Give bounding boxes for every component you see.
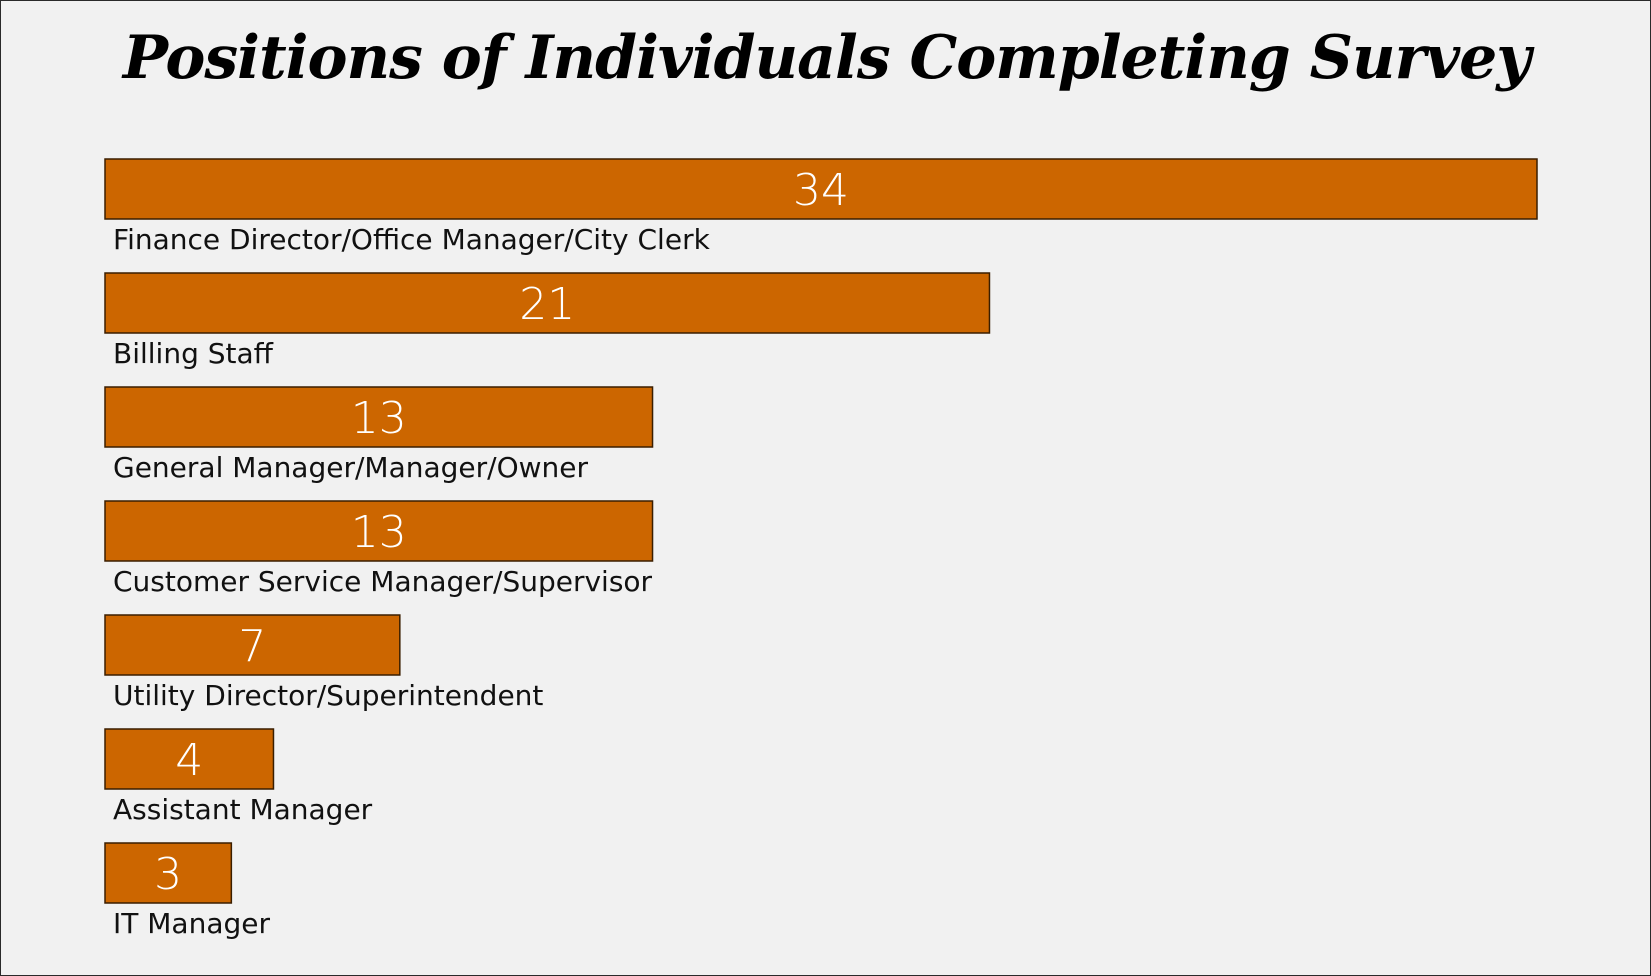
bar: [104, 728, 275, 790]
bar-value-label: 4: [175, 735, 203, 786]
bar-value-label: 13: [351, 507, 407, 558]
category-label: General Manager/Manager/Owner: [113, 451, 588, 484]
bar-value-label: 21: [519, 279, 575, 330]
bar: [104, 158, 1538, 220]
bar-value-label: 13: [351, 393, 407, 444]
category-label: Utility Director/Superintendent: [113, 679, 543, 712]
bar: [104, 842, 233, 904]
category-label: Customer Service Manager/Supervisor: [113, 565, 653, 598]
category-label: Finance Director/Office Manager/City Cle…: [113, 223, 711, 256]
category-label: Billing Staff: [113, 337, 274, 370]
bar: [104, 386, 654, 448]
bar-value-label: 34: [793, 165, 849, 216]
bar-value-label: 3: [154, 849, 182, 900]
category-label: IT Manager: [113, 907, 270, 940]
bar: [104, 272, 991, 334]
bar-value-label: 7: [238, 621, 266, 672]
bar: [104, 614, 401, 676]
category-label: Assistant Manager: [113, 793, 373, 826]
bar: [104, 500, 654, 562]
chart-title: Positions of Individuals Completing Surv…: [122, 23, 1531, 93]
